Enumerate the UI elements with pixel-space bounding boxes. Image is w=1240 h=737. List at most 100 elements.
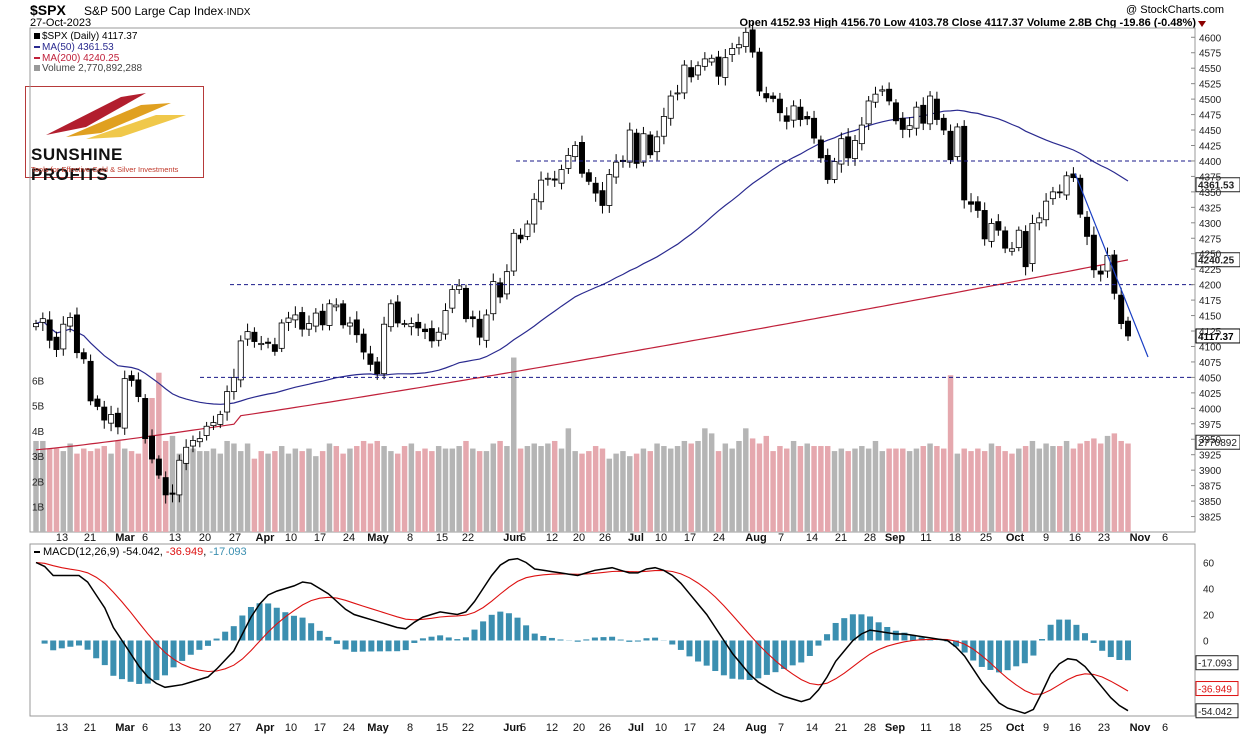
candle-body	[312, 312, 319, 327]
candle-body	[770, 95, 777, 99]
candle-body	[1111, 254, 1118, 294]
candle-body	[87, 360, 94, 402]
histogram-bar	[978, 640, 985, 667]
volume-bar	[879, 451, 886, 532]
volume-bar	[429, 451, 435, 532]
date-tick-label: 6	[1162, 532, 1168, 544]
volume-bar	[340, 453, 346, 532]
candle-body	[913, 106, 920, 129]
volume-bar	[988, 443, 995, 532]
candle-body	[517, 234, 524, 240]
histogram-bar	[213, 638, 220, 641]
date-tick-label: 28	[864, 532, 876, 544]
histogram-bar	[815, 640, 822, 646]
volume-bar	[217, 453, 224, 532]
volume-bar	[238, 451, 244, 532]
legend-price-text: $SPX (Daily) 4117.37	[42, 31, 138, 42]
macd-date-tick-label: 28	[864, 722, 876, 734]
candle-body	[626, 129, 633, 163]
macd-date-tick-label: 20	[199, 722, 211, 734]
histogram-bar	[987, 640, 994, 670]
macd-tick-label: 20	[1203, 611, 1215, 622]
candle-body	[872, 93, 879, 103]
volume-bar	[777, 446, 783, 532]
volume-bar	[702, 428, 708, 532]
price-tick-label: 3825	[1199, 513, 1222, 524]
volume-bar	[893, 448, 899, 532]
price-tick-label: 4600	[1199, 33, 1222, 44]
histogram-bar	[806, 640, 813, 656]
histogram-bar	[505, 613, 512, 641]
volume-bar	[374, 440, 380, 532]
histogram-bar	[342, 640, 349, 650]
candle-body	[722, 57, 729, 78]
macd-date-tick-label: 13	[169, 722, 181, 734]
histogram-bar	[746, 640, 753, 680]
candle-body	[94, 398, 101, 407]
candle-body	[613, 161, 620, 178]
histogram-bar	[548, 637, 555, 641]
histogram-bar	[858, 614, 865, 641]
histogram-bar	[308, 623, 315, 641]
volume-bar	[67, 443, 73, 532]
histogram-bar	[368, 640, 375, 652]
candle-layer	[33, 22, 1131, 504]
candle-body	[490, 281, 497, 315]
volume-bar	[654, 443, 660, 532]
candle-body	[715, 56, 722, 77]
histogram-bar	[841, 618, 848, 641]
histogram-bar	[419, 638, 426, 641]
price-tick-label: 4400	[1199, 157, 1222, 168]
date-tick-label: 21	[835, 532, 847, 544]
date-tick-label: Aug	[745, 532, 766, 544]
macd-legend-macd: -54.042	[122, 546, 160, 558]
macd-layer: 60 40 20 0 -17.093 -36.949 -54.042	[35, 557, 1239, 719]
price-tick-label: 4525	[1199, 80, 1222, 91]
volume-bar	[838, 448, 845, 532]
macd-date-tick-label: Oct	[1006, 722, 1025, 734]
date-tick-label: 17	[684, 532, 696, 544]
candle-body	[797, 106, 804, 120]
volume-value-tag: 2770892	[1198, 438, 1237, 449]
histogram-bar	[961, 640, 968, 653]
date-tick-label: 5	[520, 532, 526, 544]
macd-value-tag: -54.042	[1198, 707, 1232, 718]
candle-body	[858, 124, 865, 145]
histogram-bar	[290, 615, 297, 641]
candle-body	[408, 323, 415, 328]
hist-value-tag: -17.093	[1198, 659, 1232, 670]
candle-body	[203, 425, 210, 436]
volume-bar	[586, 451, 592, 532]
histogram-bar	[574, 640, 581, 642]
histogram-bar	[1064, 619, 1071, 641]
histogram-bar	[196, 640, 203, 650]
histogram-bar	[1107, 640, 1114, 658]
candle-body	[579, 142, 585, 174]
candle-body	[1104, 255, 1111, 272]
volume-bar	[94, 448, 101, 532]
volume-bar	[292, 448, 299, 532]
histogram-bar	[738, 640, 745, 680]
candle-body	[592, 182, 599, 194]
histogram-bar	[58, 640, 65, 649]
legend-price: $SPX (Daily) 4117.37	[34, 31, 137, 42]
candle-body	[210, 422, 217, 427]
price-tick-label: 3975	[1199, 420, 1222, 431]
date-tick-label: 10	[655, 532, 667, 544]
volume-bar	[1084, 440, 1090, 532]
macd-date-tick-label: 21	[84, 722, 96, 734]
moving-average-layer	[35, 109, 1129, 451]
histogram-bar	[669, 640, 676, 645]
candle-body	[1063, 175, 1070, 196]
volume-bar	[640, 448, 647, 532]
histogram-bar	[144, 640, 151, 684]
candle-body	[852, 140, 858, 159]
volume-bar	[415, 451, 421, 532]
volume-bar	[1118, 440, 1124, 532]
date-tick-label: 10	[285, 532, 297, 544]
histogram-bar	[394, 640, 401, 652]
candle-body	[886, 88, 893, 102]
histogram-bar	[359, 640, 366, 652]
volume-bar	[33, 440, 39, 532]
annotation-layer: 4361.53 4240.25 4117.37 2770892	[200, 160, 1240, 450]
